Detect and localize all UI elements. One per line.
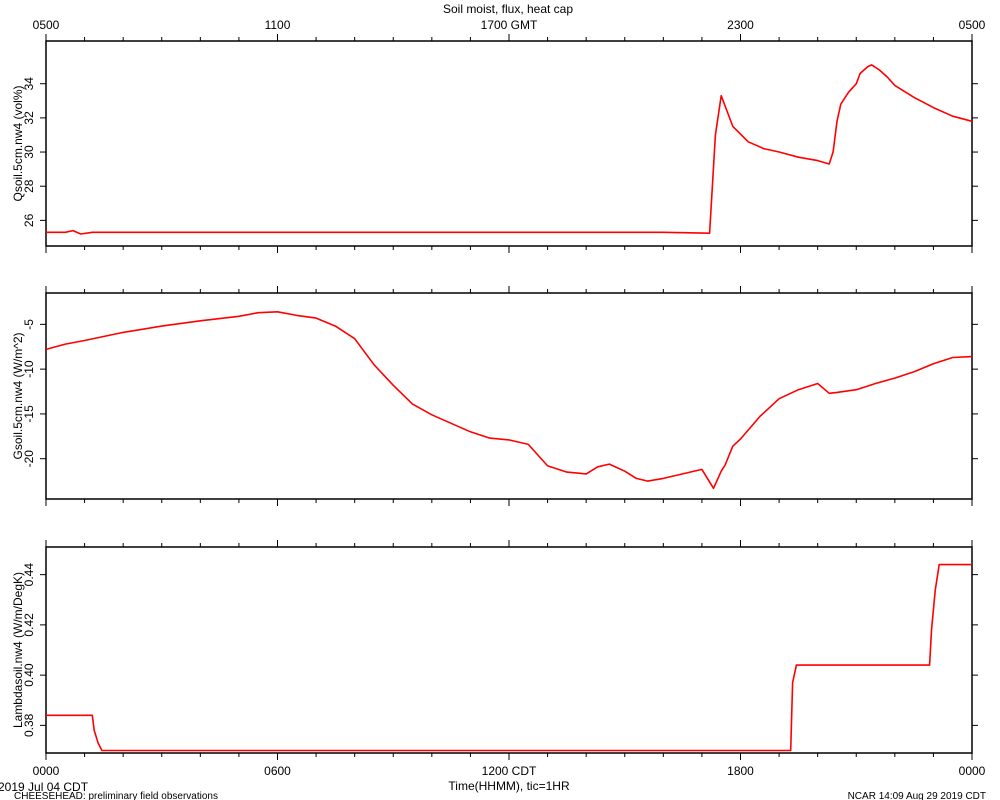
top-axis-tick-label: 1100 <box>265 18 291 32</box>
y-tick-label: -15 <box>22 405 36 423</box>
panel-frame <box>45 546 973 754</box>
top-axis-tick-labels: 0500 1100 1700 GMT 2300 0500 <box>33 18 986 32</box>
x-axis-label: Time(HHMM), tic=1HR <box>448 779 570 793</box>
bottom-axis-tick-labels: 0000 0600 1200 CDT 1800 0000 <box>33 764 986 778</box>
y-tick-label: -5 <box>22 319 36 330</box>
y-tick-label: 0.38 <box>22 713 36 737</box>
bottom-axis-tick-label: 0600 <box>264 764 291 778</box>
top-axis-tick-label: 2300 <box>727 18 754 32</box>
chart-title: Soil moist, flux, heat cap <box>443 2 573 16</box>
bottom-axis-tick-label: 1200 CDT <box>482 764 537 778</box>
y-tick-label: -10 <box>22 360 36 378</box>
y-tick-label: 30 <box>22 145 36 159</box>
y-axis-label: Gsoil.5cm.nw4 (W/m^2) <box>11 333 25 460</box>
y-tick-label: 32 <box>22 111 36 125</box>
series-line <box>46 64 973 235</box>
top-axis-tick-label: 1700 GMT <box>481 18 538 32</box>
footer-project-note: CHEESEHEAD: preliminary field observatio… <box>14 791 218 800</box>
series-line <box>45 310 973 490</box>
y-tick-label: -20 <box>22 450 36 468</box>
top-axis-tick-label: 0500 <box>959 18 986 32</box>
bottom-axis-tick-label: 0000 <box>33 764 60 778</box>
top-axis-tick-label: 0500 <box>33 18 60 32</box>
y-tick-label: 0.40 <box>22 663 36 687</box>
date-label: 2019 Jul 04 CDT <box>0 780 89 794</box>
y-axis-label: Qsoil.5cm.nw4 (vol%) <box>11 85 25 201</box>
y-tick-label: 0.44 <box>22 563 36 587</box>
series-line <box>46 563 972 752</box>
panel-frame <box>45 292 973 500</box>
y-tick-label: 26 <box>22 213 36 227</box>
panel-frame <box>45 40 973 247</box>
footer-timestamp: NCAR 14:09 Aug 29 2019 CDT <box>848 791 986 800</box>
y-tick-label: 28 <box>22 179 36 193</box>
bottom-axis-tick-label: 0000 <box>959 764 986 778</box>
y-axis-label: Lambdasoil.nw4 (W/m/DegK) <box>11 572 25 728</box>
bottom-axis-tick-label: 1800 <box>727 764 754 778</box>
y-tick-label: 34 <box>22 77 36 91</box>
y-tick-label: 0.42 <box>22 613 36 637</box>
